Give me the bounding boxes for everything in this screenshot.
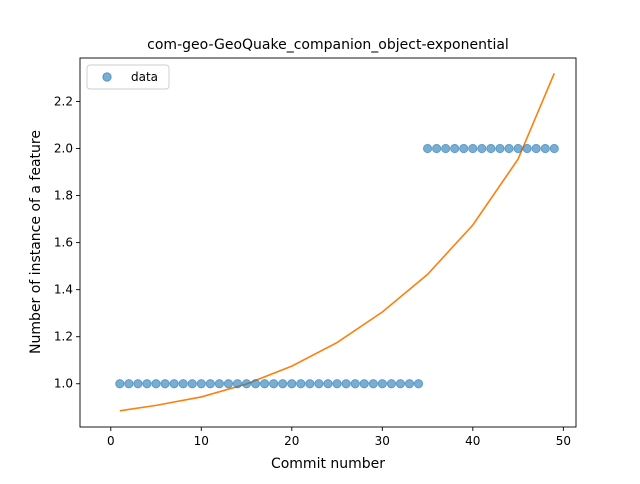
data-point xyxy=(187,379,197,389)
data-point xyxy=(196,379,206,389)
legend-box xyxy=(86,64,170,90)
x-axis-label: Commit number xyxy=(271,456,385,472)
data-point xyxy=(314,379,324,389)
data-point xyxy=(341,379,351,389)
data-point xyxy=(278,379,288,389)
data-point xyxy=(459,143,469,154)
data-point xyxy=(549,143,559,154)
data-point xyxy=(495,143,505,154)
y-tick-label: 1.0 xyxy=(54,377,73,391)
data-point xyxy=(413,379,424,389)
y-tick-label: 1.4 xyxy=(54,283,73,297)
fit-line xyxy=(119,72,556,412)
plot-area: 0 10 20 30 40 50 1.0 1.2 1.4 1.6 1.8 2.0 2.2 data xyxy=(54,57,577,448)
data-point xyxy=(178,379,188,389)
data-point xyxy=(169,379,179,389)
x-tick-label: 10 xyxy=(194,434,209,448)
data-point xyxy=(468,143,478,154)
data-point xyxy=(250,379,261,389)
data-point xyxy=(151,379,161,389)
data-point xyxy=(377,379,387,389)
x-tick-label: 50 xyxy=(556,434,571,448)
data-point xyxy=(142,379,152,389)
data-point xyxy=(395,379,406,389)
data-point xyxy=(486,143,496,154)
data-point xyxy=(323,379,333,389)
data-point xyxy=(124,379,134,389)
x-tick-label: 20 xyxy=(284,434,299,448)
data-point xyxy=(432,143,442,154)
data-point xyxy=(404,379,415,389)
data-point xyxy=(214,379,224,389)
x-tick-label: 40 xyxy=(465,434,480,448)
data-point xyxy=(441,143,451,154)
data-point xyxy=(522,143,532,154)
legend-label: data xyxy=(131,70,158,84)
data-point xyxy=(477,143,487,154)
data-point xyxy=(241,379,252,389)
x-tick-label: 30 xyxy=(375,434,390,448)
data-point xyxy=(359,379,369,389)
y-tick-label: 1.2 xyxy=(54,330,73,344)
data-point xyxy=(305,379,315,389)
legend-marker xyxy=(102,72,112,82)
data-point xyxy=(386,379,396,389)
data-point xyxy=(133,379,143,389)
y-tick-label: 2.2 xyxy=(54,94,73,108)
data-point xyxy=(350,379,360,389)
data-point xyxy=(296,379,306,389)
data-point xyxy=(232,379,243,389)
x-tick-label: 0 xyxy=(107,434,115,448)
chart-title: com-geo-GeoQuake_companion_object-expone… xyxy=(147,37,509,53)
data-point xyxy=(540,143,550,154)
data-point xyxy=(422,143,433,154)
data-point xyxy=(260,379,270,389)
data-point xyxy=(450,143,460,154)
data-point xyxy=(269,379,279,389)
data-point xyxy=(223,379,234,389)
y-tick-label: 1.6 xyxy=(54,236,73,250)
data-point xyxy=(205,379,215,389)
y-tick-label: 2.0 xyxy=(54,142,73,156)
data-point xyxy=(513,143,523,154)
data-point xyxy=(160,379,170,389)
data-point xyxy=(531,143,541,154)
y-axis-label: Number of instance of a feature xyxy=(28,130,44,354)
y-tick-label: 1.8 xyxy=(54,189,73,203)
data-point xyxy=(115,379,125,389)
data-point xyxy=(504,143,514,154)
data-point xyxy=(287,379,297,389)
data-point xyxy=(368,379,378,389)
data-point xyxy=(332,379,342,389)
